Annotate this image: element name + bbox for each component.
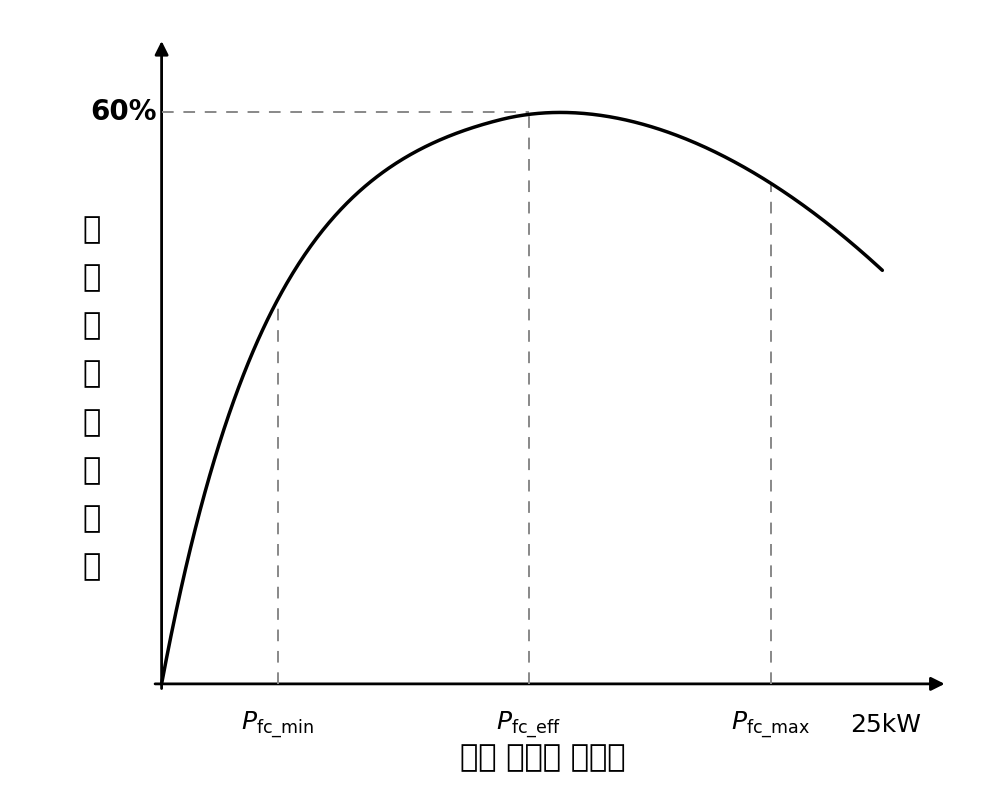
Text: 25kW: 25kW [850,713,921,737]
Text: 电: 电 [83,311,101,340]
Text: 率: 率 [83,552,101,582]
Text: 池: 池 [83,360,101,389]
Text: 燃料 电池输 出功率: 燃料 电池输 出功率 [460,744,626,772]
Text: 燃: 燃 [83,215,101,244]
Text: $\mathit{P}_{\mathregular{fc\_eff}}$: $\mathit{P}_{\mathregular{fc\_eff}}$ [496,709,561,740]
Text: 60%: 60% [90,98,157,126]
Text: 料: 料 [83,263,101,292]
Text: 作: 作 [83,456,101,485]
Text: $\mathit{P}_{\mathregular{fc\_min}}$: $\mathit{P}_{\mathregular{fc\_min}}$ [241,709,314,740]
Text: $\mathit{P}_{\mathregular{fc\_max}}$: $\mathit{P}_{\mathregular{fc\_max}}$ [731,709,810,740]
Text: 效: 效 [83,504,101,533]
Text: 工: 工 [83,408,101,437]
